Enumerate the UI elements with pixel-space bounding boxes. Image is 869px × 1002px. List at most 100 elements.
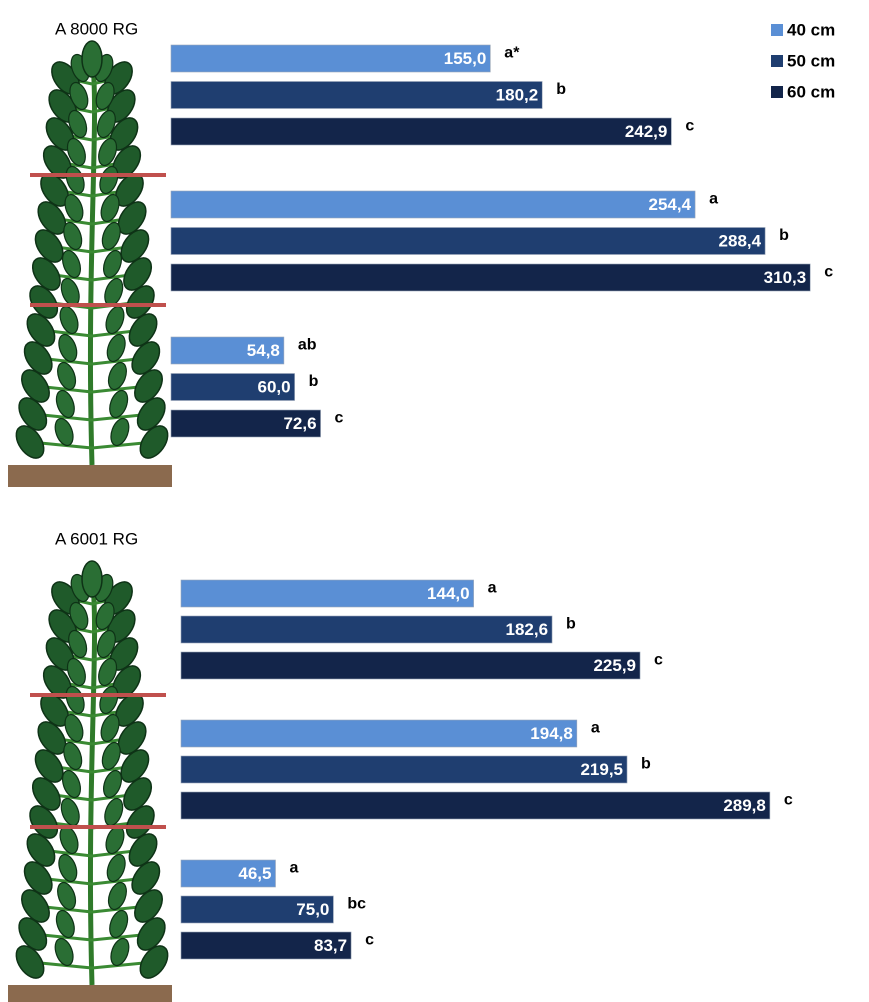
leaf	[95, 81, 115, 111]
leaf	[26, 313, 56, 347]
value-label: 242,9	[625, 122, 668, 141]
value-label: 180,2	[496, 85, 539, 104]
significance-letter: b	[641, 756, 651, 773]
legend-label: 40 cm	[787, 20, 835, 39]
leaf	[15, 945, 45, 979]
leaf	[61, 249, 81, 279]
leaf	[128, 313, 158, 347]
significance-letter: ab	[298, 337, 317, 354]
significance-letter: a	[709, 191, 718, 208]
significance-letter: c	[335, 410, 344, 427]
significance-letter: a	[488, 580, 497, 597]
bar	[180, 755, 628, 784]
leaf	[31, 777, 61, 811]
leaf	[136, 397, 166, 431]
value-label: 75,0	[296, 900, 329, 919]
bar	[170, 336, 285, 365]
leaf	[64, 713, 84, 743]
chart-title: A 8000 RG	[55, 19, 138, 38]
leaf	[68, 629, 88, 659]
leaf	[110, 937, 130, 967]
significance-letter: a	[289, 860, 298, 877]
significance-letter: b	[309, 373, 319, 390]
bar	[180, 931, 352, 960]
significance-letter: c	[365, 932, 374, 949]
leaf	[125, 285, 155, 319]
bar	[180, 651, 641, 680]
bar	[180, 859, 276, 888]
leaf	[117, 721, 147, 755]
bar	[170, 81, 543, 109]
leaf	[54, 937, 74, 967]
leaf	[68, 109, 88, 139]
leaf	[31, 257, 61, 291]
leaf	[109, 909, 129, 939]
leaf	[131, 341, 161, 375]
leaf	[120, 749, 150, 783]
leaf	[117, 201, 147, 235]
stem	[87, 54, 98, 466]
leaf	[123, 777, 153, 811]
value-label: 219,5	[580, 760, 623, 779]
leaf	[57, 881, 77, 911]
significance-letter: bc	[347, 896, 366, 913]
leaf	[128, 833, 158, 867]
leaf	[106, 853, 126, 883]
bar	[180, 791, 771, 820]
bar	[180, 719, 578, 748]
legend-label: 60 cm	[787, 82, 835, 101]
leaf	[55, 909, 75, 939]
leaf	[134, 369, 163, 403]
leaf	[101, 741, 121, 771]
bar	[170, 227, 766, 255]
bar	[170, 263, 811, 292]
leaf	[55, 389, 75, 419]
leaf	[63, 741, 83, 771]
leaf	[106, 333, 126, 363]
value-label: 194,8	[530, 724, 573, 743]
leaf	[136, 917, 166, 951]
leaf	[18, 397, 48, 431]
leaf	[98, 657, 118, 687]
leaf	[69, 81, 89, 111]
leaf	[100, 193, 120, 223]
leaf	[139, 425, 169, 459]
leaf	[54, 417, 74, 447]
significance-letter: b	[779, 227, 789, 244]
leaf	[58, 853, 78, 883]
value-label: 289,8	[723, 796, 766, 815]
leaf	[98, 137, 118, 167]
leaf	[110, 417, 130, 447]
bar	[170, 44, 491, 73]
leaf	[37, 721, 67, 755]
chart-title: A 6001 RG	[55, 529, 138, 548]
significance-letter: a*	[504, 45, 520, 62]
value-label: 144,0	[427, 584, 470, 603]
leaf	[100, 713, 120, 743]
significance-letter: c	[784, 792, 793, 809]
leaf	[66, 657, 86, 687]
leaf	[63, 221, 83, 251]
leaf	[131, 861, 161, 895]
legend-label: 50 cm	[787, 51, 835, 70]
bar	[180, 895, 334, 924]
leaf	[120, 229, 150, 263]
leaf	[29, 285, 59, 319]
soil	[8, 465, 172, 487]
leaf	[107, 881, 127, 911]
value-label: 72,6	[283, 414, 316, 433]
significance-letter: c	[654, 652, 663, 669]
stem	[87, 574, 98, 986]
legend-swatch	[771, 24, 783, 36]
leaf	[64, 193, 84, 223]
significance-letter: a	[591, 720, 600, 737]
value-label: 54,8	[247, 341, 280, 360]
leaf	[123, 257, 153, 291]
value-label: 46,5	[238, 864, 271, 883]
leaf	[34, 749, 64, 783]
significance-letter: b	[556, 81, 566, 98]
leaf	[61, 769, 81, 799]
value-label: 225,9	[593, 656, 636, 675]
leaf	[21, 889, 50, 923]
